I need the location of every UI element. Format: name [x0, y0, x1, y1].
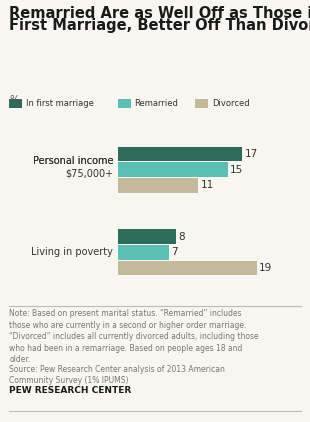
Text: First Marriage, Better Off Than Divorced: First Marriage, Better Off Than Divorced: [9, 18, 310, 33]
Text: %: %: [9, 95, 19, 105]
Text: 15: 15: [230, 165, 243, 175]
Text: Personal income: Personal income: [33, 156, 113, 179]
Text: Personal income
$75,000+: Personal income $75,000+: [33, 156, 113, 179]
Bar: [118, 162, 228, 177]
Text: 11: 11: [201, 180, 214, 190]
Text: In first marriage: In first marriage: [26, 99, 94, 108]
Bar: [118, 178, 198, 193]
Text: Remarried Are as Well Off as Those in: Remarried Are as Well Off as Those in: [9, 6, 310, 22]
Text: Divorced: Divorced: [212, 99, 250, 108]
Text: 17: 17: [245, 149, 258, 159]
Text: PEW RESEARCH CENTER: PEW RESEARCH CENTER: [9, 386, 131, 395]
Text: Living in poverty: Living in poverty: [31, 247, 113, 257]
Bar: [118, 245, 169, 260]
Text: 19: 19: [259, 263, 272, 273]
Text: Note: Based on present marital status. “Remarried” includes
those who are curren: Note: Based on present marital status. “…: [9, 309, 259, 364]
Bar: [118, 260, 257, 276]
Text: Source: Pew Research Center analysis of 2013 American
Community Survey (1% IPUMS: Source: Pew Research Center analysis of …: [9, 365, 225, 385]
Bar: [118, 229, 176, 244]
Bar: [118, 146, 242, 162]
Text: 8: 8: [179, 232, 185, 242]
Text: 7: 7: [171, 247, 178, 257]
Text: Remarried: Remarried: [135, 99, 179, 108]
